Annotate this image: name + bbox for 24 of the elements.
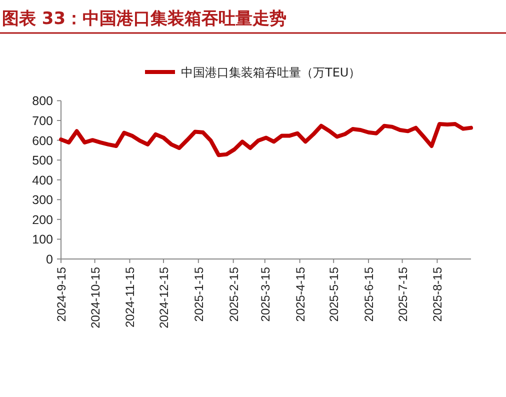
legend-label: 中国港口集装箱吞吐量（万TEU） [181, 66, 361, 80]
x-tick-label: 2025-4-15 [293, 266, 308, 322]
y-tick-label: 600 [32, 134, 54, 148]
x-tick-label: 2025-2-15 [226, 266, 241, 322]
x-tick-label: 2024-11-15 [123, 266, 138, 328]
y-tick-label: 400 [32, 173, 54, 188]
y-tick-label: 700 [32, 114, 54, 128]
x-tick-label: 2025-5-15 [327, 266, 342, 322]
y-tick-label: 800 [32, 94, 54, 108]
x-tick-label: 2024-9-15 [54, 266, 68, 322]
y-tick-label: 500 [32, 154, 54, 168]
x-tick-label: 2024-10-15 [88, 266, 102, 328]
legend: 中国港口集装箱吞吐量（万TEU） [145, 66, 361, 80]
y-tick-label: 100 [32, 232, 54, 247]
x-tick-label: 2025-8-15 [430, 266, 445, 322]
x-tick-label: 2025-7-15 [396, 266, 410, 322]
y-tick-label: 0 [46, 252, 54, 266]
x-tick-label: 2025-6-15 [362, 266, 376, 322]
y-tick-label: 300 [32, 193, 54, 208]
chart-title: 图表 33：中国港口集装箱吞吐量走势 [2, 9, 287, 29]
y-tick-label: 200 [32, 212, 54, 227]
x-tick-label: 2025-3-15 [258, 266, 272, 322]
x-tick-label: 2024-12-15 [157, 266, 171, 328]
x-tick-label: 2025-1-15 [192, 266, 206, 322]
